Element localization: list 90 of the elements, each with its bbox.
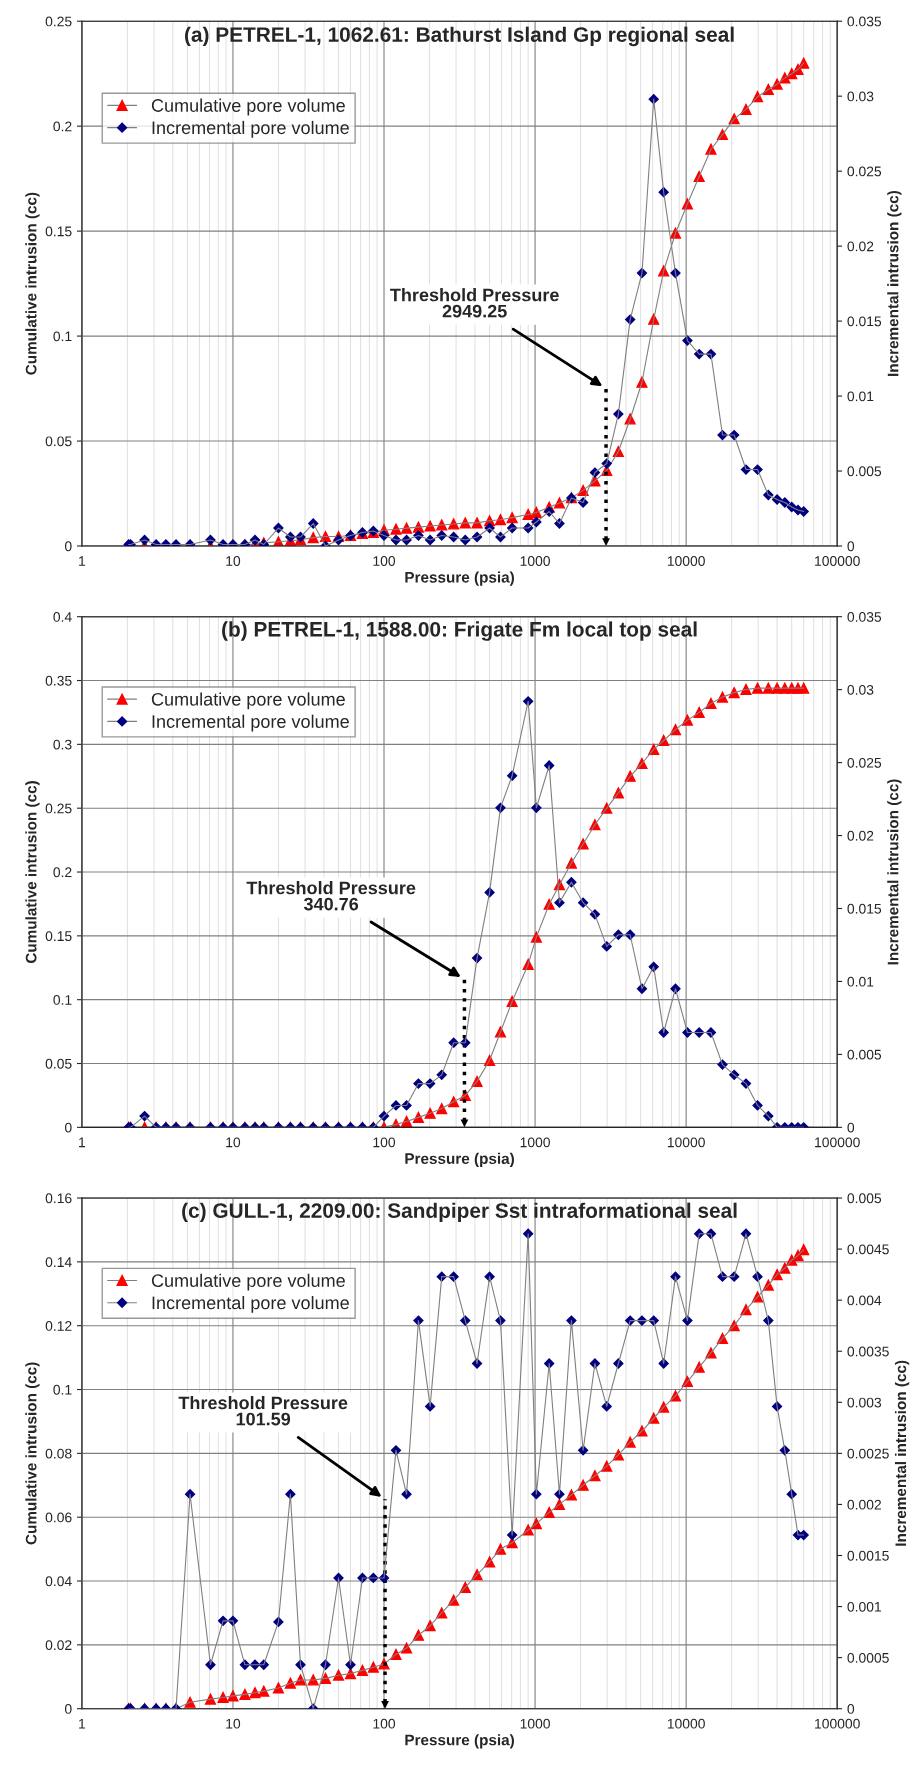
legend-label: Incremental pore volume [152,1296,349,1313]
y2-tick-label: 0.005 [847,466,882,477]
y2-tick-label: 0.0005 [847,1652,889,1663]
x-tick-label: 1000 [520,1718,550,1729]
x-tick-label: 1 [79,556,86,566]
y-tick-label: 0.2 [53,121,72,132]
x-tick-label: 100 [373,556,396,566]
y-tick-label: 0.1 [53,331,72,342]
y2-tick-label: 0.02 [847,830,874,841]
y-tick-label: 0.02 [45,1640,72,1651]
x-tick-label: 1 [79,1718,86,1729]
x-tick-label: 100 [373,1137,396,1148]
y-tick-label: 0.05 [45,1058,72,1069]
x-axis-title: Pressure (psia) [405,1734,514,1749]
y2-tick-label: 0.003 [847,1397,882,1408]
y2-axis-title: Incremental intrusion (cc) [894,1360,910,1546]
y2-tick-label: 0.01 [847,976,874,987]
y2-tick-label: 0.0045 [847,1244,889,1255]
y2-tick-label: 0.004 [847,1295,882,1306]
x-tick-label: 100 [373,1718,396,1729]
chart-title: (a) PETREL-1, 1062.61: Bathurst Island Gp regional seal [185,26,734,47]
x-axis-title: Pressure (psia) [405,571,514,586]
chart-title: (c) GULL-1, 2209.00: Sandpiper Sst intraformational seal [182,1202,737,1223]
legend-label: Cumulative pore volume [151,98,345,116]
x-tick-label: 10 [226,1718,241,1729]
legend-label: Cumulative pore volume [151,692,345,710]
y-tick-label: 0.2 [53,867,72,878]
x-tick-label: 10000 [667,1137,705,1148]
y-tick-label: 0.25 [45,803,72,814]
x-tick-label: 1 [79,1137,86,1148]
legend-label: Incremental pore volume [152,120,349,138]
ref-line-label: Threshold Pressure 101.59 [178,1396,348,1426]
y-tick-label: 0.4 [53,612,72,622]
legend-label: Cumulative pore volume [151,1273,345,1291]
x-tick-label: 10 [226,1137,241,1148]
y-tick-label: 0 [64,1122,72,1133]
y-tick-label: 0.3 [53,739,72,750]
y2-tick-label: 0 [847,1704,855,1714]
x-tick-label: 100000 [815,556,860,566]
y2-tick-label: 0.0035 [847,1346,889,1357]
x-tick-label: 10000 [667,1718,705,1729]
x-tick-label: 100000 [815,1718,860,1729]
chart-title: (b) PETREL-1, 1588.00: Frigate Fm local top seal [222,621,697,641]
y2-tick-label: 0.0015 [847,1550,889,1561]
y2-tick-label: 0.01 [847,391,874,402]
x-tick-label: 10000 [667,556,705,566]
legend-label: Incremental pore volume [152,714,349,732]
y2-tick-label: 0.015 [847,903,882,914]
x-tick-label: 1000 [520,1137,550,1148]
y-tick-label: 0.08 [45,1448,72,1459]
y-axis-title: Cumulative intrusion (cc) [25,192,40,375]
y-tick-label: 0.16 [45,1193,72,1204]
y2-tick-label: 0.001 [847,1601,881,1612]
y-tick-label: 0.1 [53,1384,72,1395]
x-axis-title: Pressure (psia) [405,1152,514,1168]
y-tick-label: 0.25 [45,16,72,27]
y-tick-label: 0.04 [45,1576,72,1587]
y-tick-label: 0.12 [45,1321,72,1331]
y-tick-label: 0.15 [45,931,72,942]
y2-tick-label: 0.03 [847,91,874,102]
y-tick-label: 0.35 [45,675,72,686]
ref-line-label: Threshold Pressure 340.76 [246,881,416,911]
y2-tick-label: 0.035 [847,16,882,27]
y2-axis-title: Incremental intrusion (cc) [887,779,902,965]
y2-tick-label: 0.025 [847,757,882,768]
y-tick-label: 0.15 [45,226,72,237]
y2-tick-label: 0.005 [847,1049,882,1060]
x-tick-label: 1000 [520,556,550,566]
y2-tick-label: 0 [847,541,855,552]
x-tick-label: 10 [226,556,241,566]
y-tick-label: 0 [64,1704,72,1714]
y2-tick-label: 0.025 [847,166,882,177]
y2-tick-label: 0 [847,1122,855,1133]
y-axis-title: Cumulative intrusion (cc) [25,1362,40,1545]
y-tick-label: 0.14 [45,1257,72,1268]
ref-line-label: Threshold Pressure 2949.25 [390,288,559,318]
y2-tick-label: 0.02 [847,241,874,252]
y-tick-label: 0 [64,541,72,552]
y2-tick-label: 0.015 [847,316,882,327]
y2-axis-title: Incremental intrusion (cc) [887,190,902,376]
y2-tick-label: 0.035 [847,612,882,622]
y2-tick-label: 0.03 [847,684,874,695]
y-axis-title: Cumulative intrusion (cc) [25,781,40,964]
y-tick-label: 0.1 [53,995,72,1005]
y-tick-label: 0.06 [45,1512,72,1523]
y-tick-label: 0.05 [45,436,72,447]
y2-tick-label: 0.002 [847,1499,881,1510]
y2-tick-label: 0.005 [847,1193,882,1204]
x-tick-label: 100000 [815,1137,860,1148]
y2-tick-label: 0.0025 [847,1448,889,1459]
